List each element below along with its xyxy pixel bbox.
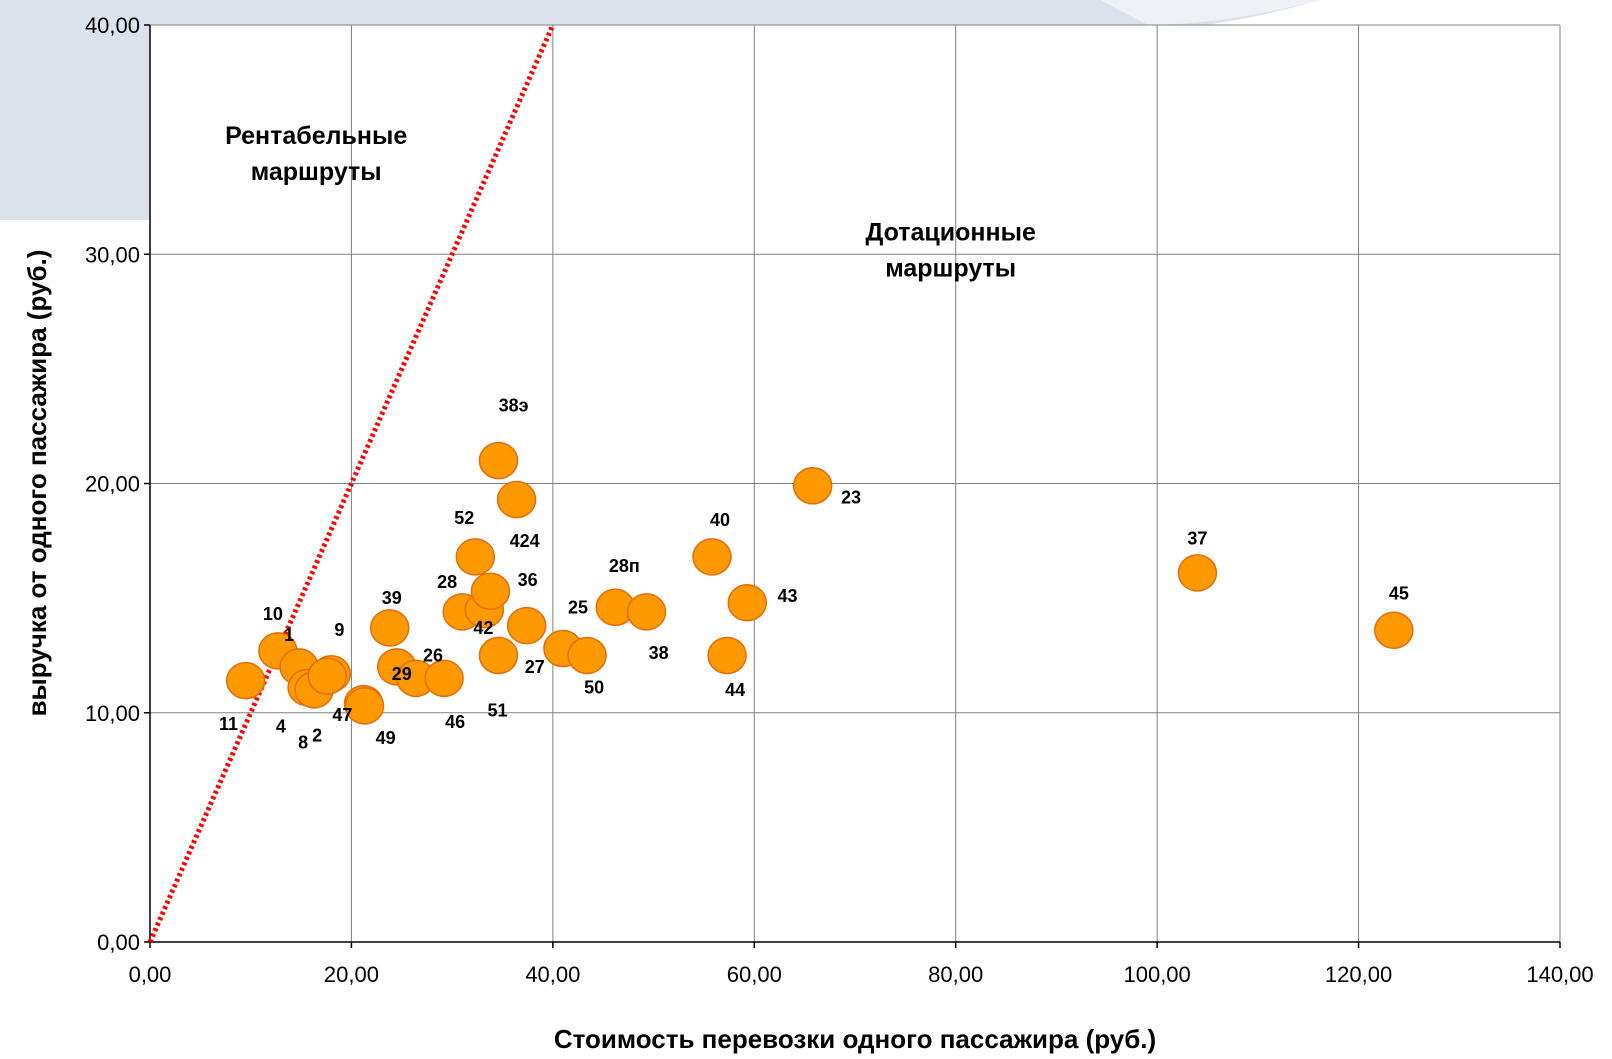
point-label-43: 43	[778, 586, 798, 606]
point-label-26: 26	[423, 645, 443, 665]
data-point-37	[1177, 554, 1218, 592]
point-label-25: 25	[568, 597, 588, 617]
tick-labels: 0,00 20,00 40,00 60,00 80,00 100,00 120,00 140,…	[85, 13, 1594, 987]
y-tick-label: 30,00	[85, 242, 140, 267]
axes	[144, 24, 1561, 948]
point-label-27: 27	[525, 657, 545, 677]
point-label-38: 38	[649, 643, 669, 663]
point-label-2: 2	[312, 726, 322, 746]
point-label-9: 9	[334, 620, 344, 640]
data-point-27	[506, 606, 547, 645]
region-annotation-line: Рентабельные	[225, 122, 407, 150]
data-point-43	[727, 583, 767, 622]
data-point-49	[344, 687, 385, 725]
point-label-29: 29	[392, 664, 412, 684]
data-point-11	[225, 661, 266, 700]
region-annotation-line: маршруты	[885, 254, 1016, 282]
y-tick-label: 0,00	[97, 930, 140, 955]
point-label-36: 36	[518, 570, 538, 590]
region-annotation-line: маршруты	[251, 158, 382, 186]
data-point-424	[496, 480, 537, 519]
x-tick-label: 80,00	[928, 962, 983, 987]
data-point-38	[626, 593, 667, 631]
data-point-51	[478, 636, 519, 675]
point-label-4: 4	[276, 717, 286, 737]
x-axis-title: Стоимость перевозки одного пассажира (ру…	[554, 1024, 1156, 1054]
data-point-2	[307, 657, 348, 695]
point-label-44: 44	[725, 680, 745, 700]
point-label-47: 47	[332, 705, 352, 725]
point-label-49: 49	[376, 728, 396, 748]
point-label-23: 23	[841, 487, 861, 507]
grid-lines	[150, 24, 1561, 942]
point-label-10: 10	[263, 604, 283, 624]
point-label-52: 52	[454, 508, 474, 528]
point-label-38э: 38э	[499, 396, 529, 416]
data-point-45	[1374, 611, 1414, 649]
point-label-28: 28	[437, 572, 457, 592]
point-label-28п: 28п	[609, 556, 640, 576]
point-label-46: 46	[445, 712, 465, 732]
point-label-42: 42	[473, 618, 493, 638]
data-points	[225, 441, 1414, 725]
x-tick-label: 60,00	[727, 962, 782, 987]
point-label-39: 39	[382, 588, 402, 608]
data-point-38э	[478, 441, 519, 480]
y-axis-title: выручка от одного пассажира (руб.)	[22, 250, 52, 717]
region-annotation-1: Дотационные маршруты	[865, 218, 1035, 282]
background-fade	[1100, 0, 1320, 26]
point-labels: 10111489247493929264628524236512738э4242…	[219, 396, 1409, 753]
point-label-45: 45	[1389, 584, 1409, 604]
data-point-50	[567, 636, 607, 675]
point-label-37: 37	[1187, 529, 1207, 549]
point-label-11: 11	[219, 714, 238, 734]
data-point-23	[792, 467, 833, 505]
point-label-1: 1	[284, 625, 294, 645]
point-label-424: 424	[510, 531, 540, 551]
x-tick-label: 100,00	[1123, 962, 1190, 987]
x-tick-label: 40,00	[525, 962, 580, 987]
y-tick-label: 20,00	[85, 472, 140, 497]
region-annotation-line: Дотационные	[865, 218, 1035, 246]
x-tick-label: 0,00	[129, 962, 172, 987]
x-tick-label: 20,00	[324, 962, 379, 987]
data-point-44	[707, 636, 747, 675]
point-label-50: 50	[584, 678, 604, 698]
point-label-51: 51	[487, 700, 507, 720]
data-point-36	[470, 572, 511, 610]
y-tick-label: 10,00	[85, 701, 140, 726]
x-tick-label: 120,00	[1325, 962, 1392, 987]
point-label-40: 40	[710, 510, 730, 530]
region-annotation-0: Рентабельные маршруты	[225, 122, 407, 186]
data-point-52	[455, 538, 496, 576]
point-label-8: 8	[298, 733, 308, 753]
region-annotations: Рентабельные маршруты Дотационные маршруты	[225, 122, 1036, 282]
data-point-46	[424, 659, 464, 698]
data-point-39	[369, 609, 410, 647]
reference-line	[147, 23, 556, 944]
y-tick-label: 40,00	[85, 13, 140, 38]
x-tick-label: 140,00	[1526, 962, 1593, 987]
data-point-40	[692, 538, 732, 576]
